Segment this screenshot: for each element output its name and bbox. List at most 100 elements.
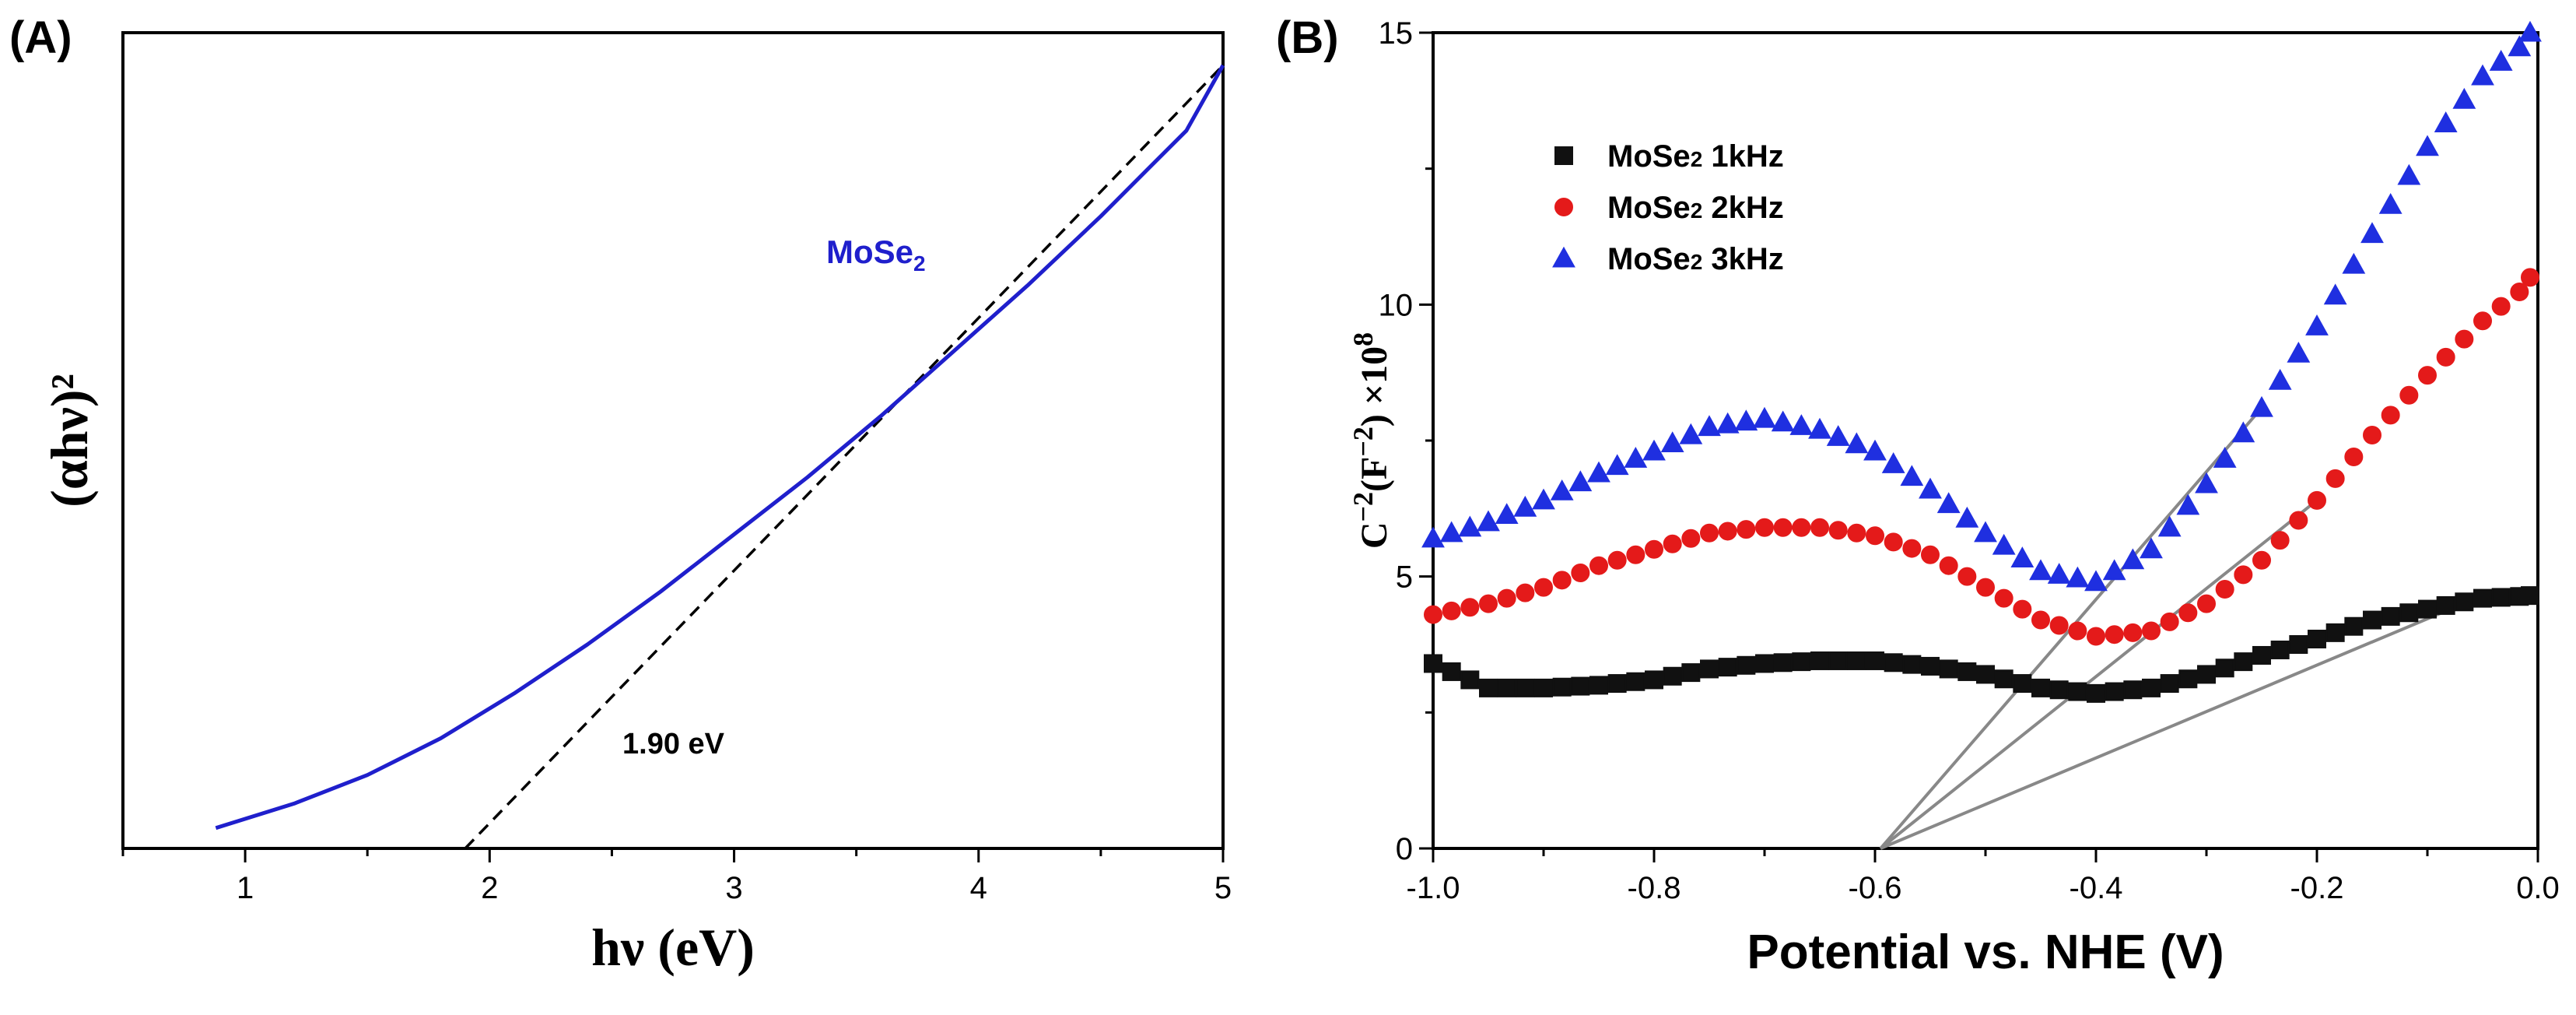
data-point [2197, 665, 2216, 684]
data-point [1552, 571, 1572, 590]
data-point [2455, 329, 2474, 349]
data-point [1755, 518, 1774, 537]
data-point [1513, 495, 1537, 517]
data-point [2521, 586, 2539, 606]
data-point [2105, 682, 2124, 701]
legend-item: MoSe2 1kHz [1554, 139, 1784, 174]
fit-line [1880, 594, 2483, 850]
data-point [1700, 659, 1719, 679]
data-point [1605, 454, 1629, 476]
data-point [2471, 64, 2494, 86]
data-point [1552, 677, 1572, 697]
data-point [2013, 674, 2032, 694]
legend-label: MoSe2 1kHz [1607, 139, 1784, 174]
data-point [1792, 518, 1811, 537]
data-point [1534, 678, 1553, 697]
data-point [2252, 645, 2271, 665]
panel-a-series-label: MoSe2 [826, 234, 926, 276]
tangent-line [464, 64, 1225, 850]
data-point [2363, 610, 2381, 630]
data-point [2121, 548, 2145, 570]
data-point [2160, 674, 2179, 694]
data-point [1773, 653, 1793, 673]
data-point [2473, 311, 2492, 331]
data-point [1460, 670, 1480, 690]
data-point [2013, 599, 2032, 619]
data-point [2010, 546, 2035, 567]
panel-b-series [1421, 20, 2542, 703]
data-point [2084, 570, 2108, 592]
y-tick-label: 0 [1396, 832, 1413, 866]
data-point [2066, 566, 2090, 588]
data-point [1568, 470, 1593, 492]
data-point [1921, 545, 1940, 564]
y-axis-title-part-c: ) ×10 [1354, 346, 1395, 427]
legend-name-subscript: 2 [1691, 147, 1703, 171]
data-point [1957, 567, 1977, 586]
data-point [2418, 599, 2437, 619]
data-point [1976, 578, 1995, 597]
panel-b-y-axis-title: C−2(F−2) ×108 [1348, 332, 1395, 549]
data-point [2436, 595, 2455, 615]
data-point [2363, 426, 2381, 445]
data-point [2142, 621, 2161, 641]
data-point [1589, 676, 1608, 695]
data-point [2508, 35, 2532, 57]
panel-b-label: (B) [1276, 12, 1339, 63]
data-point [1663, 666, 1682, 686]
legend-frequency: 1kHz [1702, 139, 1784, 174]
data-point [2455, 592, 2474, 612]
data-point [1974, 521, 1997, 543]
data-point [1587, 461, 1610, 483]
data-point [1936, 492, 1961, 514]
data-point [1902, 539, 1922, 558]
y-axis-title-part-a-sup: −2 [1348, 492, 1379, 522]
data-point [1955, 506, 1979, 528]
data-point [1495, 503, 1519, 525]
data-point [1698, 415, 1721, 437]
data-point [1808, 417, 1831, 439]
data-point [2049, 616, 2069, 635]
data-point [1771, 410, 1795, 432]
legend-marker [1554, 146, 1573, 165]
legend-item: MoSe2 3kHz [1552, 242, 1784, 276]
data-point [1642, 439, 1666, 461]
y-tick-label: 15 [1379, 16, 1414, 51]
data-point [1810, 651, 1829, 670]
data-point [1477, 510, 1500, 532]
legend-name: MoSe [1607, 139, 1691, 174]
data-point [2105, 625, 2124, 644]
data-point [2342, 252, 2366, 274]
data-point [2160, 612, 2179, 631]
x-tick-label: 1 [237, 871, 254, 905]
data-point [2178, 669, 2198, 689]
data-point [2157, 515, 2182, 537]
data-point [1497, 588, 1516, 608]
data-point [2521, 268, 2539, 287]
data-point [2031, 678, 2050, 697]
data-point [2250, 395, 2273, 417]
data-point [1550, 479, 1574, 500]
data-point [2215, 659, 2234, 678]
data-point [1571, 564, 1590, 583]
legend-name-subscript: 2 [1691, 250, 1703, 274]
data-point [1847, 523, 1866, 543]
data-point [2381, 606, 2400, 626]
data-point [1957, 662, 1977, 681]
panel-a-series [215, 64, 1225, 850]
data-point [2068, 682, 2087, 701]
data-point [1660, 431, 1684, 453]
x-axis-title-main: Potential vs. NHE [1747, 925, 2146, 979]
data-point [2231, 421, 2255, 443]
data-point [1439, 521, 1463, 543]
data-point [1497, 678, 1516, 697]
data-point [1679, 423, 1703, 444]
x-tick-label: -0.2 [2290, 871, 2344, 905]
data-point [2289, 511, 2308, 530]
data-point [1479, 594, 1498, 613]
data-point [1645, 539, 1663, 559]
data-point [1939, 556, 1958, 575]
data-point [1424, 654, 1442, 673]
data-point [1716, 412, 1740, 434]
data-point [2344, 616, 2364, 636]
